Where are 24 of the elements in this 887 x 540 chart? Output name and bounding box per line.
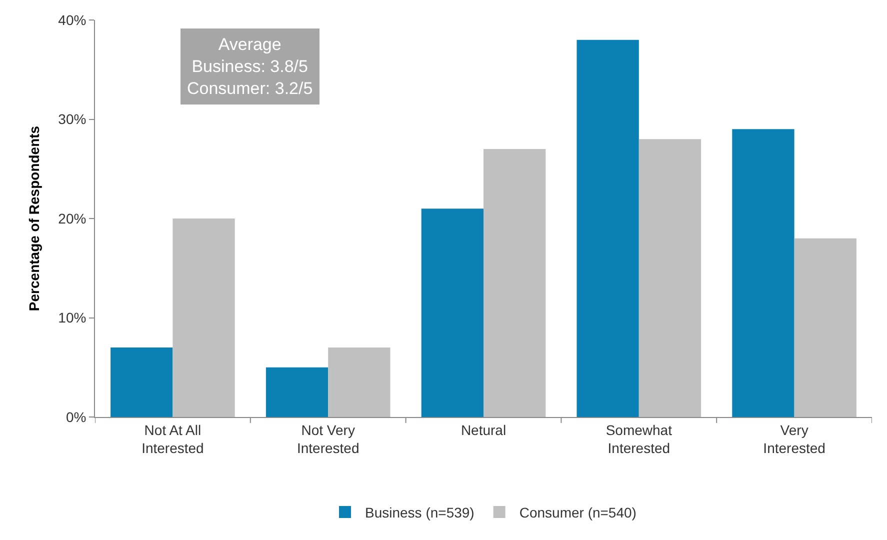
y-tick-label: 10% bbox=[58, 310, 86, 326]
bar bbox=[576, 40, 639, 417]
y-tick-label: 40% bbox=[58, 12, 86, 28]
bar bbox=[172, 218, 235, 417]
bar bbox=[732, 129, 794, 417]
y-axis-title: Percentage of Respondents bbox=[26, 126, 42, 312]
annotation: Average Business: 3.8/5 Consumer: 3.2/5 bbox=[187, 35, 313, 98]
y-tick-label: 30% bbox=[58, 111, 86, 128]
bar bbox=[794, 238, 856, 417]
bar bbox=[110, 348, 173, 417]
y-tick-label: 0% bbox=[66, 408, 86, 425]
bar bbox=[421, 208, 484, 417]
y-tick-label: 20% bbox=[58, 210, 86, 226]
bar bbox=[266, 367, 328, 417]
x-tick-label: Very Interested bbox=[763, 422, 826, 456]
x-tick-label: Netural bbox=[460, 422, 506, 438]
bar bbox=[328, 348, 390, 417]
legend-label: Business (n=539) bbox=[365, 504, 474, 520]
bar bbox=[484, 149, 546, 417]
legend-label: Consumer (n=540) bbox=[519, 504, 636, 520]
x-tick-label: Somewhat Interested bbox=[606, 422, 672, 456]
bar bbox=[638, 139, 702, 417]
x-tick-label: Not At All Interested bbox=[142, 422, 204, 456]
x-tick-label: Not Very Interested bbox=[296, 422, 360, 456]
